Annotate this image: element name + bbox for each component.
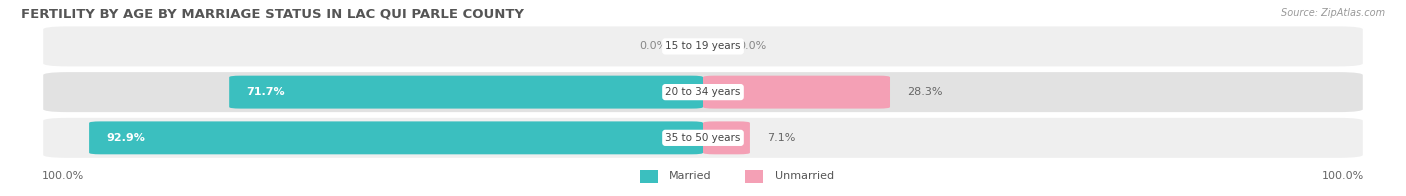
FancyBboxPatch shape (89, 121, 703, 154)
Text: 15 to 19 years: 15 to 19 years (665, 41, 741, 51)
Text: 35 to 50 years: 35 to 50 years (665, 133, 741, 143)
Text: 92.9%: 92.9% (105, 133, 145, 143)
Text: 100.0%: 100.0% (1322, 171, 1364, 181)
FancyBboxPatch shape (703, 121, 749, 154)
Text: 71.7%: 71.7% (246, 87, 284, 97)
Text: Unmarried: Unmarried (775, 171, 834, 181)
Text: Source: ZipAtlas.com: Source: ZipAtlas.com (1281, 8, 1385, 18)
Text: 0.0%: 0.0% (640, 41, 668, 51)
FancyBboxPatch shape (42, 25, 1364, 67)
FancyBboxPatch shape (42, 117, 1364, 159)
Text: 100.0%: 100.0% (42, 171, 84, 181)
Text: FERTILITY BY AGE BY MARRIAGE STATUS IN LAC QUI PARLE COUNTY: FERTILITY BY AGE BY MARRIAGE STATUS IN L… (21, 8, 524, 21)
FancyBboxPatch shape (229, 76, 703, 109)
Text: 0.0%: 0.0% (738, 41, 766, 51)
FancyBboxPatch shape (703, 76, 890, 109)
Text: Married: Married (669, 171, 711, 181)
Text: 7.1%: 7.1% (766, 133, 796, 143)
Text: 20 to 34 years: 20 to 34 years (665, 87, 741, 97)
FancyBboxPatch shape (745, 170, 763, 183)
Text: 28.3%: 28.3% (907, 87, 942, 97)
FancyBboxPatch shape (42, 71, 1364, 113)
FancyBboxPatch shape (640, 170, 658, 183)
